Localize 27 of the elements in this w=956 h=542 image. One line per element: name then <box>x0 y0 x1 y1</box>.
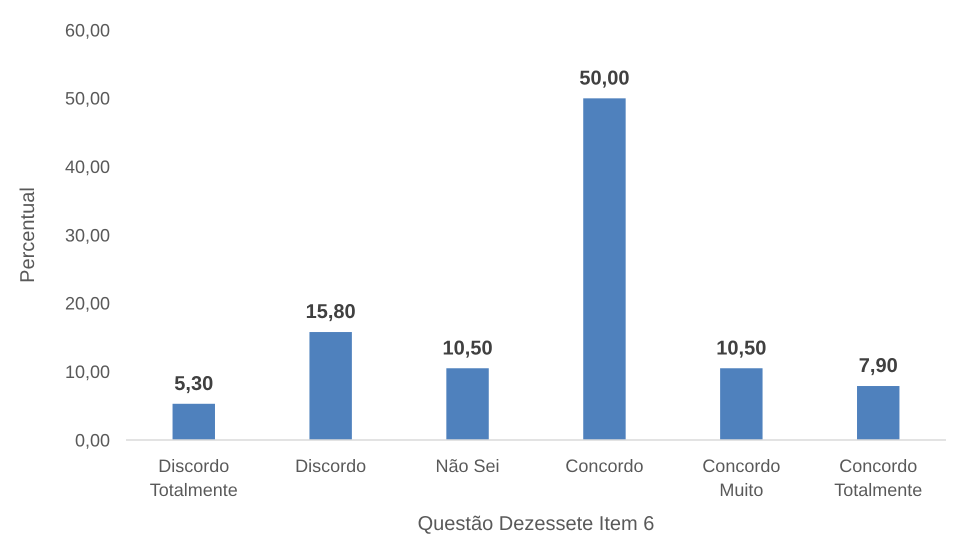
data-label: 7,90 <box>858 355 898 378</box>
x-tick-label: Concordo <box>565 456 644 476</box>
y-tick-label: 0,00 <box>74 430 110 450</box>
x-tick-label: Discordo <box>295 456 366 476</box>
data-label: 15,80 <box>306 301 356 324</box>
y-tick-label: 10,00 <box>64 362 110 382</box>
bar <box>172 404 215 440</box>
bar <box>720 368 763 440</box>
y-tick-label: 30,00 <box>64 225 110 246</box>
x-tick-label: Concordo Muito <box>702 456 780 500</box>
y-tick-label: 20,00 <box>64 294 110 314</box>
y-tick-label: 60,00 <box>64 20 110 40</box>
y-tick-label: 40,00 <box>64 156 110 177</box>
x-axis-title: Questão Dezessete Item 6 <box>418 513 654 535</box>
data-label: 50,00 <box>579 67 630 90</box>
bar <box>857 386 900 440</box>
data-label: 10,50 <box>442 337 493 360</box>
y-axis-title: Percentual <box>17 187 39 283</box>
bar <box>583 98 626 440</box>
bar <box>446 368 489 440</box>
bar <box>309 332 352 440</box>
data-label: 10,50 <box>716 337 766 360</box>
data-label: 5,30 <box>174 372 214 395</box>
y-tick-label: 50,00 <box>64 88 110 109</box>
x-tick-label: Discordo Totalmente <box>150 456 238 500</box>
x-tick-label: Concordo Totalmente <box>834 456 922 500</box>
x-tick-label: Não Sei <box>436 456 500 476</box>
